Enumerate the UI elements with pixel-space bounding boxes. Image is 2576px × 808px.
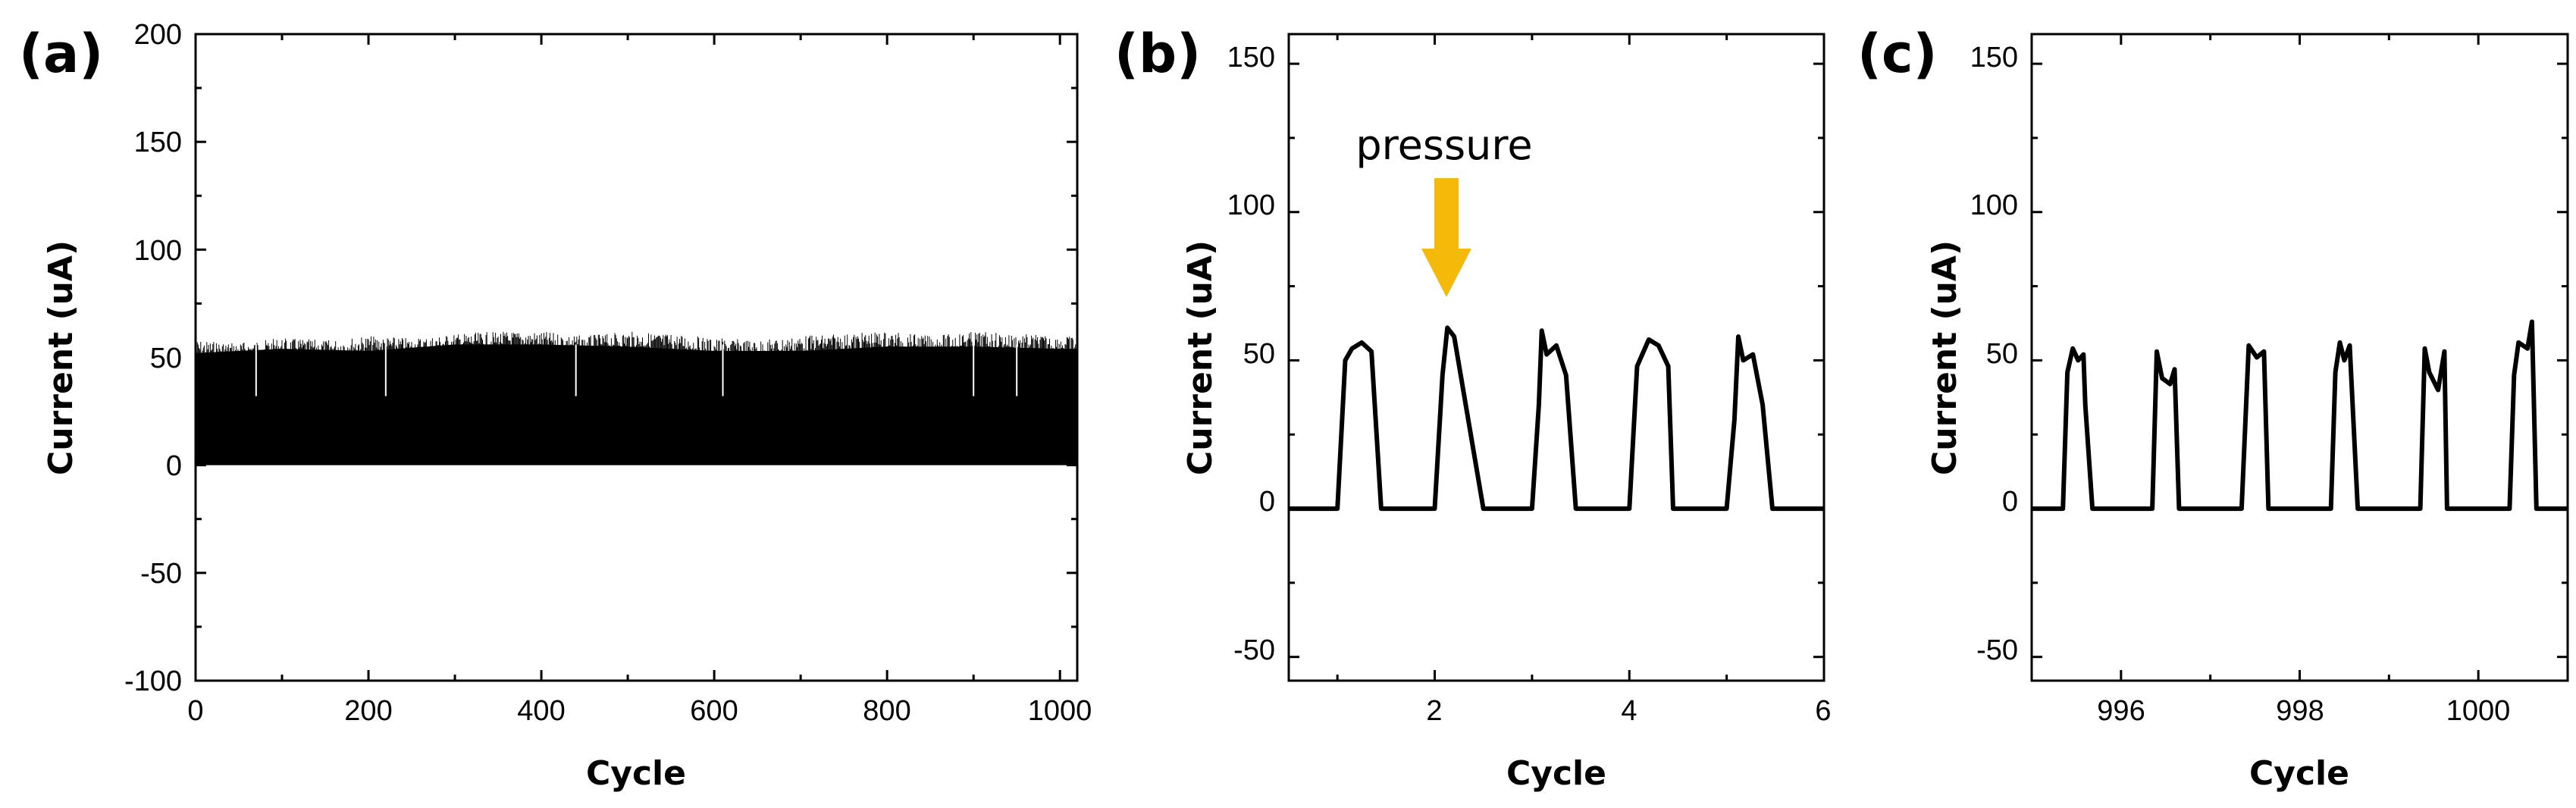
panel-b-frame [1287,33,1825,682]
pressure-annotation: pressure [1355,121,1532,169]
panel-c-ytick-label: 0 [2002,486,2018,518]
panel-b-xtick-label: 2 [1426,695,1442,727]
panel-a-pulse-area [195,331,1077,465]
panel-a-x-ticks [194,34,1061,681]
panel-b-current-line [1289,325,1824,512]
panel-a-ytick-label: -50 [140,558,182,590]
panel-b-ytick-label: 50 [1243,338,1275,370]
panel-b-xtick-label: 4 [1621,695,1637,727]
panel-c-ytick-label: -50 [1976,634,2018,666]
panel-a-ytick-label: -100 [124,666,182,697]
panel-b-y-ticks [1289,62,1824,659]
panel-a-xtick-label: 400 [517,695,565,727]
panel-c-x-ticks [2120,34,2480,681]
panel-c-current-line [2032,319,2568,512]
panel-b-x-axis-title: Cycle [1506,754,1606,793]
panel-c-xtick-label: 996 [2097,695,2145,727]
panel-c-y-ticks [2032,62,2568,659]
panel-b-ytick-label: 100 [1227,189,1275,221]
panel-a: (a) -100 -50 0 50 100 150 200 0 200 400 … [19,19,1092,793]
panel-c-xtick-label: 1000 [2446,695,2511,727]
panel-b-ytick-label: 0 [1259,486,1275,518]
panel-b-ytick-label: 150 [1227,42,1275,74]
panel-a-x-axis-title: Cycle [586,754,686,793]
panel-c-label: (c) [1857,23,1937,85]
panel-c-y-axis-title: Current (uA) [1926,240,1964,475]
panel-b-xtick-label: 6 [1815,695,1831,727]
panel-c-ytick-label: 50 [1986,338,2018,370]
panel-c: (c) -50 0 50 100 150 996 998 1000 Cycle … [1857,23,2569,793]
panel-b-ytick-label: -50 [1233,634,1275,666]
panel-a-y-axis-title: Current (uA) [42,240,80,475]
panel-b: (b) -50 0 50 100 150 2 4 6 Cycle Current… [1114,23,1832,793]
panel-a-xtick-label: 1000 [1028,695,1092,727]
panel-a-xtick-label: 600 [690,695,738,727]
panel-b-x-ticks [1336,34,1825,681]
panel-c-ytick-label: 100 [1970,189,2018,221]
panel-a-ytick-label: 150 [134,127,182,158]
panel-a-xtick-label: 200 [344,695,392,727]
panel-b-y-axis-title: Current (uA) [1181,240,1220,475]
panel-a-ytick-label: 200 [134,19,182,51]
panel-c-ytick-label: 150 [1970,42,2018,74]
panel-a-ytick-label: 100 [134,235,182,267]
panel-c-frame [2030,33,2569,682]
panel-a-label: (a) [19,23,103,85]
panel-c-xtick-label: 998 [2276,695,2324,727]
pressure-arrow-icon [1421,178,1471,297]
panel-a-ytick-label: 0 [166,450,182,482]
panel-a-xtick-label: 800 [863,695,910,727]
panel-a-y-ticks [196,33,1077,682]
panel-a-xtick-label: 0 [187,695,203,727]
panel-b-label: (b) [1114,23,1201,85]
panel-c-x-axis-title: Cycle [2249,754,2349,793]
panel-a-ytick-label: 50 [150,343,182,374]
